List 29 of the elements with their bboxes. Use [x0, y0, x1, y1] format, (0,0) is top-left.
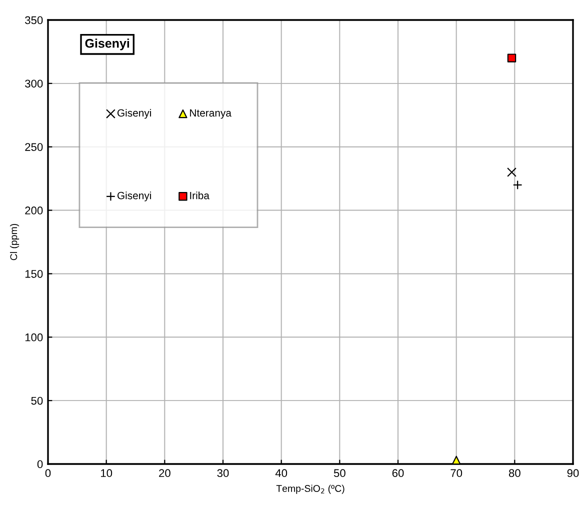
legend-label: Iriba [190, 192, 210, 200]
x-tick-label: 60 [392, 469, 404, 478]
x-tick-label: 40 [275, 469, 288, 478]
y-tick-label: 350 [25, 16, 43, 24]
x-tick-label: 70 [450, 469, 462, 478]
y-tick-label: 50 [31, 396, 43, 405]
x-tick-label: 80 [508, 469, 520, 478]
x-tick-label: 0 [45, 469, 51, 478]
x-tick-label: 20 [159, 469, 170, 478]
x-tick-label: 10 [101, 469, 112, 478]
x-tick-label: 50 [334, 469, 346, 478]
y-tick-label: 0 [37, 460, 43, 468]
point [507, 168, 516, 177]
legend-label: Nteranya [190, 109, 232, 119]
point [512, 180, 522, 190]
legend-label: Gisenyi [117, 108, 151, 119]
y-tick-label: 300 [25, 80, 43, 88]
y-tick-label: 250 [25, 143, 43, 151]
x-tick-label: 90 [567, 469, 579, 478]
point [507, 54, 516, 62]
text: Gisenyi [85, 38, 130, 50]
y-tick-label: 200 [25, 206, 43, 214]
y-tick-label: 100 [25, 333, 43, 342]
x-axis-title: Temp-SiO$_{2}$ (ºC) [276, 484, 344, 494]
y-tick-label: 150 [25, 270, 43, 278]
y-axis-title: Cl (ppm) [10, 224, 20, 260]
point [452, 456, 461, 464]
legend-label: Gisenyi [117, 192, 151, 202]
x-tick-label: 30 [217, 469, 229, 478]
